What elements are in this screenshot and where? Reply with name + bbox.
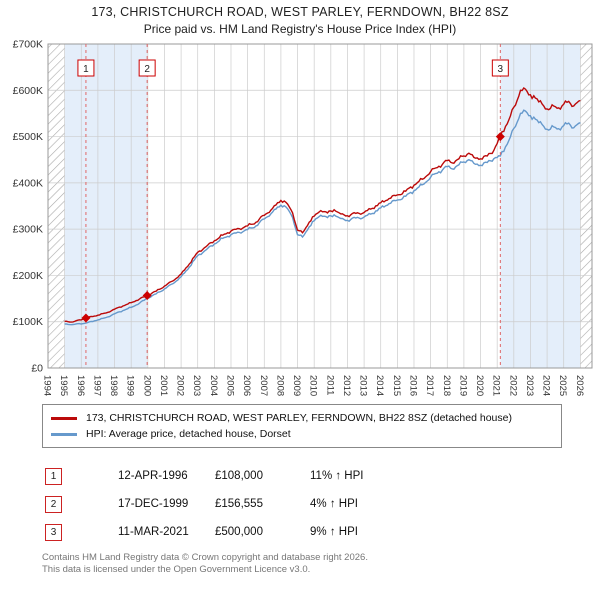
x-tick-label: 1999	[125, 375, 136, 396]
x-tick-label: 2008	[274, 375, 285, 396]
ownership-shade-region	[64, 44, 148, 368]
x-tick-label: 2002	[175, 375, 186, 396]
x-tick-label: 2001	[158, 375, 169, 396]
table-row: 2 17-DEC-1999 £156,555 4% ↑ HPI	[45, 490, 600, 518]
sale-number-label: 3	[498, 64, 504, 75]
x-tick-label: 2026	[574, 375, 585, 396]
legend-item-property: 173, CHRISTCHURCH ROAD, WEST PARLEY, FER…	[51, 410, 553, 426]
x-tick-label: 2014	[374, 375, 385, 396]
x-tick-label: 2012	[341, 375, 352, 396]
y-tick-label: £600K	[13, 85, 43, 97]
footer-line-2: This data is licensed under the Open Gov…	[42, 564, 311, 576]
sale-date: 17-DEC-1999	[118, 498, 189, 510]
transactions-table: 1 12-APR-1996 £108,000 11% ↑ HPI 2 17-DE…	[45, 462, 600, 546]
sale-number-label: 1	[83, 64, 89, 75]
table-row: 3 11-MAR-2021 £500,000 9% ↑ HPI	[45, 518, 600, 546]
sale-hpi-delta: 4% ↑ HPI	[310, 498, 358, 510]
sale-number-box	[77, 59, 95, 77]
sale-date: 12-APR-1996	[118, 470, 188, 482]
x-tick-label: 2000	[141, 375, 152, 396]
x-tick-label: 2018	[441, 375, 452, 396]
sale-price: £108,000	[215, 470, 263, 482]
sale-marker-diamond	[495, 132, 505, 142]
sale-number-badge: 1	[45, 467, 62, 485]
x-tick-label: 2007	[258, 375, 269, 396]
x-tick-label: 2011	[324, 375, 335, 395]
sale-date: 11-MAR-2021	[118, 526, 189, 538]
x-tick-label: 2015	[391, 375, 402, 396]
footer-line-1: Contains HM Land Registry data © Crown c…	[42, 552, 368, 563]
y-tick-label: £200K	[13, 270, 43, 282]
y-tick-label: £100K	[13, 316, 43, 328]
y-tick-label: £300K	[13, 224, 43, 236]
hpi-line-swatch	[51, 432, 77, 436]
sale-number-badge: 2	[45, 495, 62, 513]
x-tick-label: 2009	[291, 375, 302, 396]
y-tick-label: £500K	[13, 131, 43, 143]
sale-price: £500,000	[215, 526, 263, 538]
sale-number-box	[491, 59, 509, 77]
x-tick-label: 2010	[308, 375, 319, 396]
sale-hpi-delta: 9% ↑ HPI	[310, 526, 358, 538]
x-tick-label: 2020	[474, 375, 485, 396]
x-tick-label: 2023	[524, 375, 535, 396]
plot-frame	[47, 43, 593, 369]
price-history-chart: 1994 1995 1996 1997 1998 1999 2000 2001 2002 2003…	[13, 39, 593, 396]
x-tick-label: 2013	[358, 375, 369, 396]
x-tick-label: 2022	[507, 375, 518, 396]
x-tick-label: 2005	[224, 375, 235, 396]
out-of-range-hatch	[580, 44, 592, 368]
sale-hpi-delta: 11% ↑ HPI	[310, 470, 364, 482]
x-tick-label: 1996	[75, 375, 86, 396]
x-tick-label: 2006	[241, 375, 252, 396]
x-tick-label: 2016	[407, 375, 418, 396]
legend-item-hpi-label: HPI: Average price, detached house, Dors…	[86, 428, 291, 440]
x-tick-label: 2003	[191, 375, 202, 396]
out-of-range-hatch	[48, 44, 65, 368]
x-tick-label: 2004	[208, 375, 219, 396]
x-tick-label: 1995	[58, 375, 69, 396]
y-tick-label: £700K	[13, 39, 43, 51]
y-tick-label: £400K	[13, 177, 43, 189]
x-tick-label: 2025	[557, 375, 568, 396]
chart-legend: 173, CHRISTCHURCH ROAD, WEST PARLEY, FER…	[42, 404, 562, 448]
x-tick-label: 2021	[491, 375, 502, 396]
legend-item-hpi: HPI: Average price, detached house, Dors…	[51, 426, 553, 442]
sale-price: £156,555	[215, 498, 263, 510]
license-footer: Contains HM Land Registry data © Crown c…	[42, 552, 600, 577]
x-tick-label: 2024	[541, 375, 552, 396]
page-subtitle: Price paid vs. HM Land Registry's House …	[143, 22, 457, 36]
table-row: 1 12-APR-1996 £108,000 11% ↑ HPI	[45, 462, 600, 490]
sale-number-label: 2	[144, 64, 150, 75]
sale-marker-diamond	[81, 313, 91, 323]
x-tick-label: 1998	[108, 375, 119, 396]
page-title: 173, CHRISTCHURCH ROAD, WEST PARLEY, FER…	[91, 5, 509, 19]
sale-number-box	[138, 59, 156, 77]
hpi-series-line	[64, 109, 581, 326]
legend-item-property-label: 173, CHRISTCHURCH ROAD, WEST PARLEY, FER…	[86, 412, 512, 424]
sale-number-badge: 3	[45, 523, 62, 541]
x-tick-label: 1997	[91, 375, 102, 396]
x-tick-label: 2019	[457, 375, 468, 396]
x-tick-label: 1994	[42, 375, 53, 396]
property-line-swatch	[51, 416, 77, 420]
x-tick-label: 2017	[424, 375, 435, 396]
sale-marker-diamond	[142, 291, 152, 301]
ownership-shade-region	[500, 44, 581, 368]
y-tick-label: £0	[31, 363, 43, 375]
